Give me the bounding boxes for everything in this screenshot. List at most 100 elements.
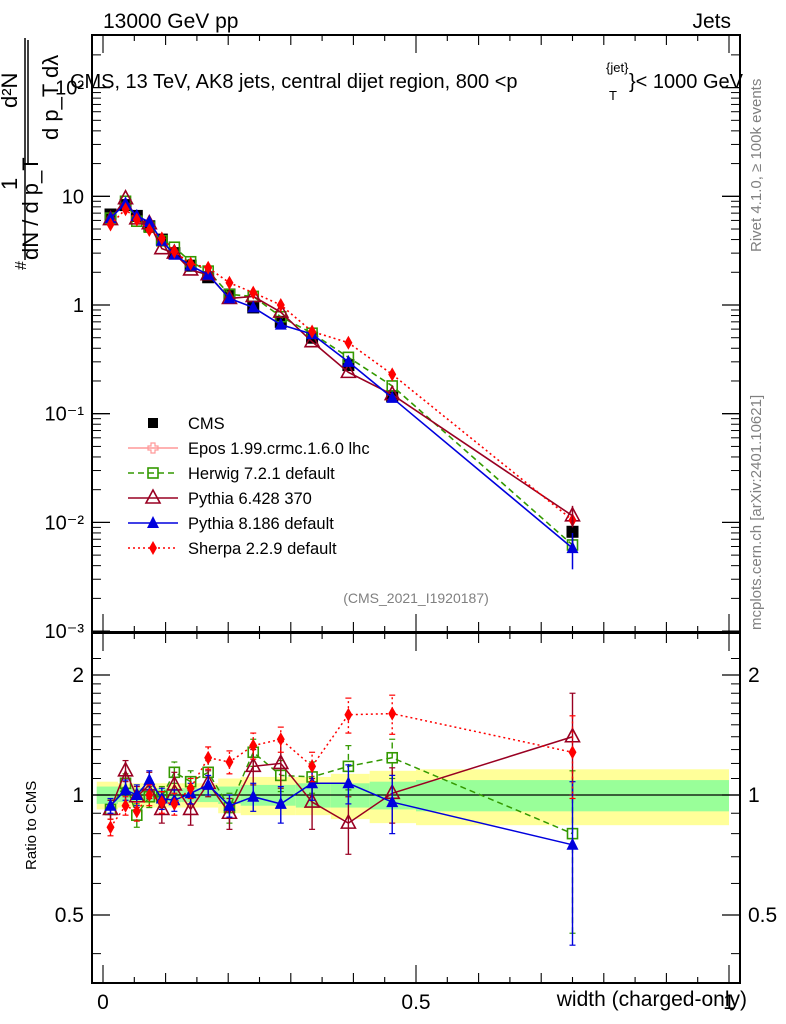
ratio-point-sherpa-2-2-9-default xyxy=(186,781,195,796)
ratio-point-sherpa-2-2-9-default xyxy=(204,750,213,765)
main-point-sherpa-2-2-9-default xyxy=(157,231,166,246)
main-title-sup: {jet} xyxy=(606,60,629,75)
ratio-point-pythia-8-186-default xyxy=(306,776,319,789)
ratio-point-pythia-8-186-default xyxy=(247,789,260,802)
ratio-point-pythia-8-186-default xyxy=(143,773,156,786)
legend-label-epos-1-99-crmc-1-6-0-lhc: Epos 1.99.crmc.1.6.0 lhc xyxy=(188,440,370,458)
ratio-point-pythia-8-186-default xyxy=(566,837,579,850)
ratio-point-pythia-8-186-default xyxy=(104,798,117,811)
legend-label-pythia-8-186-default: Pythia 8.186 default xyxy=(188,515,334,533)
ratio-point-pythia-8-186-default xyxy=(202,777,215,790)
ratio-y-tick-label: 2 xyxy=(72,664,84,687)
ratio-point-pythia-6-428-370 xyxy=(272,753,290,770)
ratio-y-tick-label-right: 0.5 xyxy=(748,904,777,927)
ratio-point-sherpa-2-2-9-default xyxy=(157,795,166,810)
legend-marker-pythia-8-186-default xyxy=(147,516,159,528)
legend-marker-epos-1-99-crmc-1-6-0-lhc xyxy=(147,442,159,454)
main-point-sherpa-2-2-9-default xyxy=(170,244,179,259)
main-point-sherpa-2-2-9-default xyxy=(132,212,141,227)
ratio-point-sherpa-2-2-9-default xyxy=(568,745,577,760)
legend-label-cms: CMS xyxy=(188,415,225,433)
main-point-sherpa-2-2-9-default xyxy=(204,260,213,275)
ratio-point-sherpa-2-2-9-default xyxy=(121,798,130,813)
main-y-tick-label: 10⁻¹ xyxy=(45,404,85,426)
main-point-pythia-8-186-default xyxy=(104,211,117,224)
header-left-label: 13000 GeV pp xyxy=(103,10,238,33)
main-point-pythia-6-428-370 xyxy=(340,362,357,379)
legend-label-sherpa-2-2-9-default: Sherpa 2.2.9 default xyxy=(188,540,337,558)
y-label-one: 1 xyxy=(0,178,22,190)
main-point-sherpa-2-2-9-default xyxy=(388,367,397,382)
ratio-point-pythia-8-186-default xyxy=(342,776,355,789)
ratio-point-sherpa-2-2-9-default xyxy=(106,820,115,835)
main-point-sherpa-2-2-9-default xyxy=(186,256,195,271)
ratio-point-pythia-6-428-370 xyxy=(117,761,134,777)
main-y-tick-label: 10⁻² xyxy=(45,512,85,534)
main-point-pythia-8-186-default xyxy=(223,291,236,304)
y-label-hash-1: # xyxy=(13,261,30,270)
header-right-label: Jets xyxy=(692,10,731,33)
ratio-point-pythia-8-186-default xyxy=(386,795,399,808)
legend-label-pythia-6-428-370: Pythia 6.428 370 xyxy=(188,490,312,508)
ratio-point-pythia-8-186-default xyxy=(130,788,143,800)
main-point-pythia-6-428-370 xyxy=(153,238,171,255)
main-title-sub: T xyxy=(609,88,617,103)
ratio-point-sherpa-2-2-9-default xyxy=(308,759,317,774)
ratio-point-sherpa-2-2-9-default xyxy=(132,804,141,819)
main-y-tick-label: 10 xyxy=(62,186,84,208)
mcplots-label: mcplots.cern.ch [arXiv:2401.10621] xyxy=(748,395,765,630)
ratio-point-sherpa-2-2-9-default xyxy=(276,732,285,747)
ratio-series-group xyxy=(102,692,581,946)
ratio-point-sherpa-2-2-9-default xyxy=(145,788,154,802)
ratio-point-sherpa-2-2-9-default xyxy=(344,707,353,722)
legend-marker-cms xyxy=(148,418,158,428)
ratio-point-pythia-6-428-370 xyxy=(303,792,321,808)
main-point-pythia-8-186-default xyxy=(247,300,260,313)
ratio-point-pythia-8-186-default xyxy=(119,782,132,795)
ratio-point-pythia-6-428-370 xyxy=(182,799,199,816)
legend-label-herwig-7-2-1-default: Herwig 7.2.1 default xyxy=(188,465,335,483)
main-point-sherpa-2-2-9-default xyxy=(308,324,317,339)
ratio-point-sherpa-2-2-9-default xyxy=(249,738,258,753)
analysis-id-annotation: (CMS_2021_I1920187) xyxy=(343,590,489,606)
x-axis-label: width (charged-only) xyxy=(556,988,747,1011)
ratio-point-pythia-8-186-default xyxy=(223,798,236,811)
ratio-line-sherpa-2-2-9-default xyxy=(109,712,573,828)
ratio-y-axis: 0.5 0.5 1 1 2 2 xyxy=(55,657,777,955)
y-label-inner-num: d²N xyxy=(0,73,22,108)
ratio-point-sherpa-2-2-9-default xyxy=(388,706,397,721)
legend-marker-sherpa-2-2-9-default xyxy=(149,541,157,555)
ratio-point-pythia-8-186-default xyxy=(274,796,287,809)
main-y-tick-label: 10⁻³ xyxy=(45,621,85,643)
ratio-point-sherpa-2-2-9-default xyxy=(225,754,234,769)
ratio-x-tick-label: 0.5 xyxy=(401,991,430,1014)
ratio-y-tick-label: 0.5 xyxy=(55,904,84,927)
main-point-sherpa-2-2-9-default xyxy=(276,298,285,312)
ratio-y-tick-label-right: 2 xyxy=(748,664,760,687)
ratio-point-pythia-6-428-370 xyxy=(221,803,238,820)
main-point-pythia-6-428-370 xyxy=(272,302,290,318)
main-point-pythia-8-186-default xyxy=(274,317,287,330)
ratio-point-pythia-6-428-370 xyxy=(244,756,262,773)
ratio-point-pythia-6-428-370 xyxy=(340,813,357,829)
main-title-text: CMS, 13 TeV, AK8 jets, central dijet reg… xyxy=(70,71,518,93)
ratio-x-tick-label: 0 xyxy=(97,991,109,1014)
main-title-tail: }< 1000 GeV xyxy=(629,71,744,93)
main-point-sherpa-2-2-9-default xyxy=(121,202,130,217)
ratio-x-axis: 0 0.5 1 xyxy=(97,633,735,1014)
main-y-axis: 10⁻³ 10⁻² 10⁻¹ 1 10 10² xyxy=(45,54,740,643)
main-series-group xyxy=(102,189,581,570)
legend: CMS Epos 1.99.crmc.1.6.0 lhc Herwig 7.2.1 … xyxy=(128,415,370,558)
rivet-label: Rivet 4.1.0, ≥ 100k events xyxy=(748,79,765,252)
main-title: CMS, 13 TeV, AK8 jets, central dijet reg… xyxy=(70,60,744,103)
ratio-point-sherpa-2-2-9-default xyxy=(170,796,179,811)
main-point-sherpa-2-2-9-default xyxy=(225,275,234,290)
legend-marker-pythia-6-428-370 xyxy=(144,488,162,504)
main-point-pythia-8-186-default xyxy=(342,354,355,367)
y-label-outer-den: dN / d p_T xyxy=(18,157,43,260)
main-x-axis xyxy=(102,35,730,632)
ratio-y-tick-label-right: 1 xyxy=(748,784,760,807)
ratio-point-pythia-6-428-370 xyxy=(153,799,171,816)
ratio-y-tick-label: 1 xyxy=(72,784,84,807)
